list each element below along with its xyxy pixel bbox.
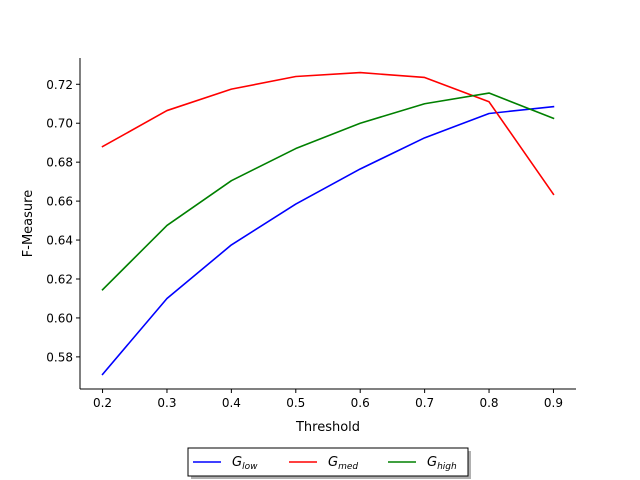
y-tick-label: 0.64 (46, 234, 73, 248)
x-tick-label: 0.9 (544, 396, 563, 410)
legend-label-main: G (232, 455, 242, 470)
legend-label-main: G (427, 455, 437, 470)
y-tick-label: 0.60 (46, 311, 73, 325)
series-line-high (101, 92, 555, 291)
y-axis-label: F-Measure (21, 190, 36, 257)
series-line-med (101, 71, 555, 196)
legend-label-main: G (328, 455, 338, 470)
x-tick-label: 0.2 (93, 396, 112, 410)
x-tick-label: 0.5 (286, 396, 305, 410)
x-tick-label: 0.6 (351, 396, 370, 410)
y-tick-label: 0.66 (46, 195, 73, 209)
x-tick-label: 0.4 (222, 396, 241, 410)
x-axis-label: Threshold (295, 420, 360, 435)
legend: Glow Gmed Ghigh (187, 447, 471, 479)
x-tick-label: 0.7 (415, 396, 434, 410)
series-line-low (101, 105, 555, 376)
y-tick-label: 0.70 (46, 117, 73, 131)
x-tick-label: 0.3 (157, 396, 176, 410)
x-tick-label: 0.8 (479, 396, 498, 410)
legend-box (187, 447, 469, 477)
legend-label-sub: med (338, 462, 358, 472)
legend-label-med: Gmed (328, 455, 358, 472)
legend-label-sub: high (437, 462, 457, 472)
y-tick-label: 0.72 (46, 78, 73, 92)
legend-label-sub: low (242, 462, 258, 472)
series-lines (101, 71, 555, 376)
axes: 0.2 0.3 0.4 0.5 0.6 0.7 0.8 0.9 0.58 0.60 0.62 0.64… (21, 58, 576, 435)
y-tick-label: 0.62 (46, 272, 73, 286)
y-tick-label: 0.58 (46, 350, 73, 364)
y-tick-label: 0.68 (46, 156, 73, 170)
legend-label-low: Glow (232, 455, 258, 472)
legend-label-high: Ghigh (427, 455, 457, 472)
